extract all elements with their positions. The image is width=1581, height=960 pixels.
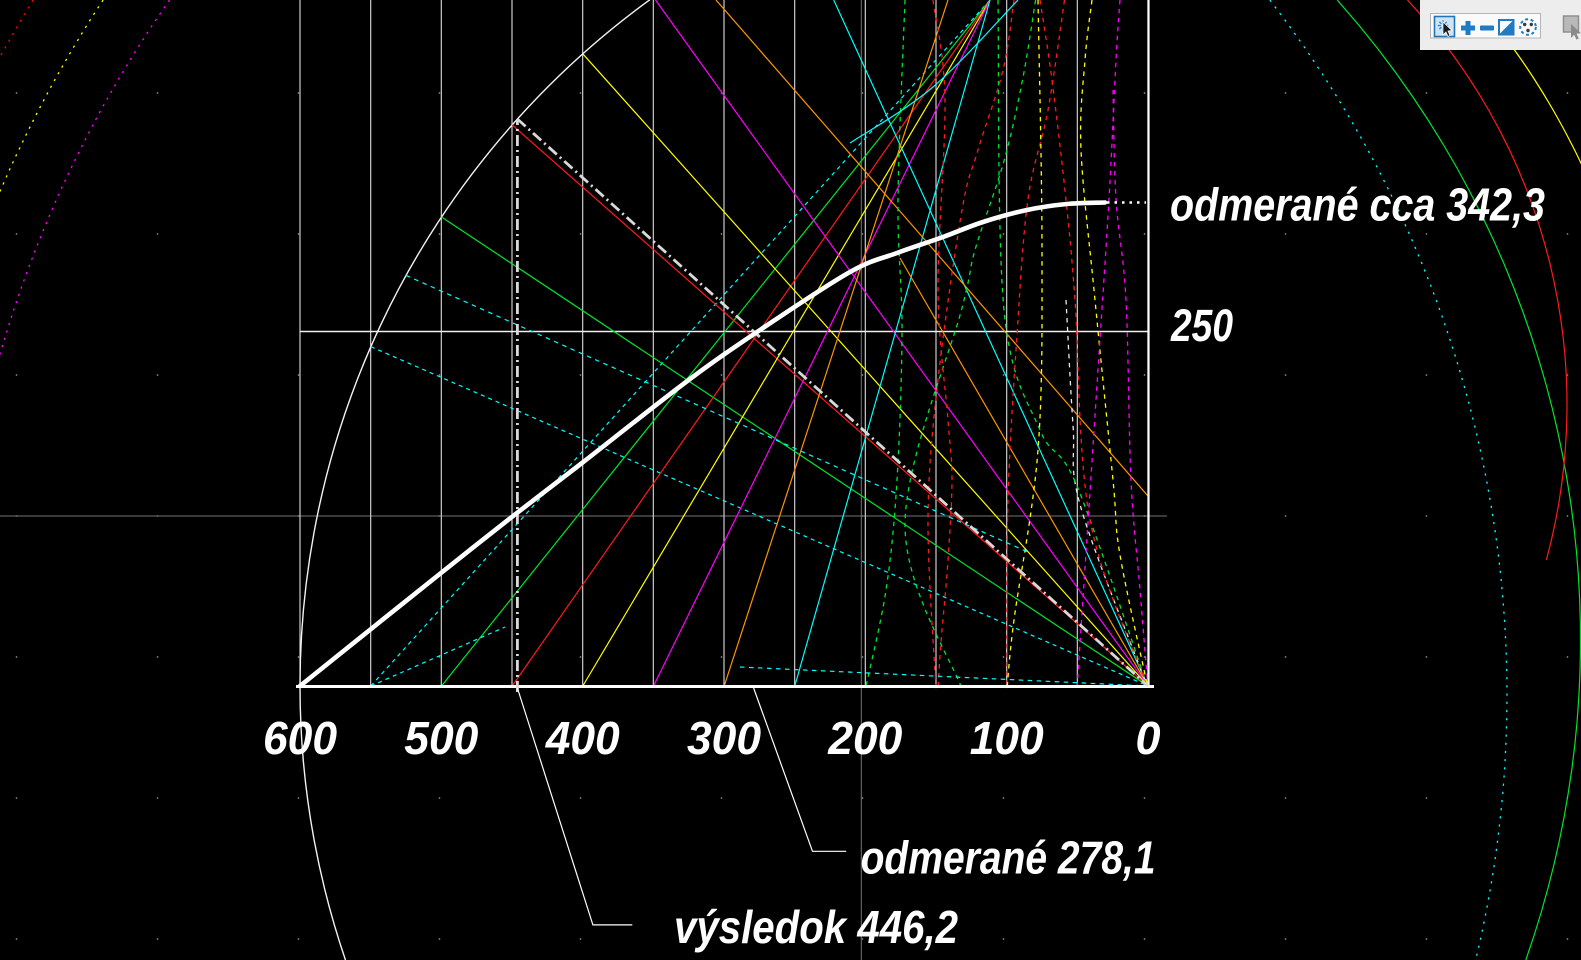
svg-text:250: 250 <box>1170 300 1233 351</box>
svg-text:0: 0 <box>1136 712 1161 764</box>
svg-text:600: 600 <box>263 712 337 764</box>
svg-text:400: 400 <box>545 712 620 764</box>
svg-text:výsledok 446,2: výsledok 446,2 <box>674 901 958 953</box>
svg-text:500: 500 <box>404 712 478 764</box>
svg-text:odmerané 278,1: odmerané 278,1 <box>861 832 1156 884</box>
svg-text:odmerané cca 342,3: odmerané cca 342,3 <box>1170 179 1545 231</box>
svg-text:100: 100 <box>970 712 1044 764</box>
svg-text:200: 200 <box>827 712 902 764</box>
svg-text:300: 300 <box>687 712 761 764</box>
